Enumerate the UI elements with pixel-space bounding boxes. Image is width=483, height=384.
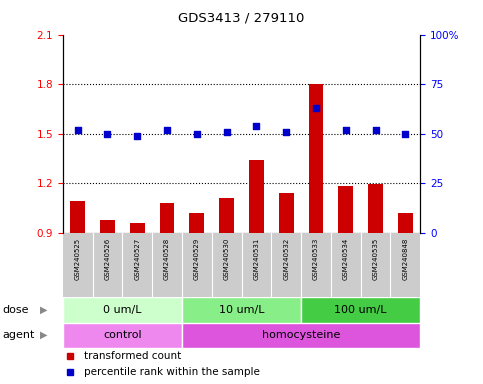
Text: ▶: ▶ bbox=[40, 305, 47, 315]
Text: dose: dose bbox=[2, 305, 29, 315]
Point bbox=[282, 129, 290, 135]
Bar bbox=[100, 220, 115, 233]
Bar bbox=[368, 184, 383, 233]
Point bbox=[253, 122, 260, 129]
Text: GSM240534: GSM240534 bbox=[343, 238, 349, 280]
Text: GSM240848: GSM240848 bbox=[402, 238, 408, 280]
Text: ▶: ▶ bbox=[40, 330, 47, 340]
Bar bbox=[219, 198, 234, 233]
Text: GSM240528: GSM240528 bbox=[164, 238, 170, 280]
Text: GSM240527: GSM240527 bbox=[134, 238, 140, 280]
Text: GSM240535: GSM240535 bbox=[372, 238, 379, 280]
Point bbox=[223, 129, 230, 135]
Bar bbox=[301, 297, 420, 323]
Point bbox=[342, 127, 350, 133]
Bar bbox=[249, 160, 264, 233]
Point bbox=[401, 131, 409, 137]
Text: 0 um/L: 0 um/L bbox=[103, 305, 142, 315]
Point bbox=[104, 131, 112, 137]
Text: GSM240531: GSM240531 bbox=[254, 238, 259, 280]
Text: percentile rank within the sample: percentile rank within the sample bbox=[84, 367, 260, 377]
Bar bbox=[338, 185, 353, 233]
Bar bbox=[159, 203, 174, 233]
Bar bbox=[63, 297, 182, 323]
Point bbox=[74, 127, 82, 133]
Bar bbox=[189, 213, 204, 233]
Text: GSM240530: GSM240530 bbox=[224, 238, 229, 280]
Text: control: control bbox=[103, 330, 142, 340]
Text: 10 um/L: 10 um/L bbox=[219, 305, 264, 315]
Bar bbox=[309, 84, 324, 233]
Text: transformed count: transformed count bbox=[84, 351, 182, 361]
Bar bbox=[63, 323, 182, 348]
Bar bbox=[70, 201, 85, 233]
Bar bbox=[398, 213, 413, 233]
Point bbox=[312, 105, 320, 111]
Text: GDS3413 / 279110: GDS3413 / 279110 bbox=[178, 12, 305, 25]
Point bbox=[133, 132, 141, 139]
Bar bbox=[182, 323, 420, 348]
Bar bbox=[130, 223, 145, 233]
Bar bbox=[182, 297, 301, 323]
Text: GSM240526: GSM240526 bbox=[104, 238, 111, 280]
Bar bbox=[279, 193, 294, 233]
Text: 100 um/L: 100 um/L bbox=[334, 305, 387, 315]
Point bbox=[163, 127, 171, 133]
Point bbox=[193, 131, 201, 137]
Text: GSM240532: GSM240532 bbox=[283, 238, 289, 280]
Text: GSM240529: GSM240529 bbox=[194, 238, 200, 280]
Text: GSM240533: GSM240533 bbox=[313, 238, 319, 280]
Text: GSM240525: GSM240525 bbox=[75, 238, 81, 280]
Text: homocysteine: homocysteine bbox=[262, 330, 340, 340]
Point bbox=[372, 127, 380, 133]
Text: agent: agent bbox=[2, 330, 35, 340]
